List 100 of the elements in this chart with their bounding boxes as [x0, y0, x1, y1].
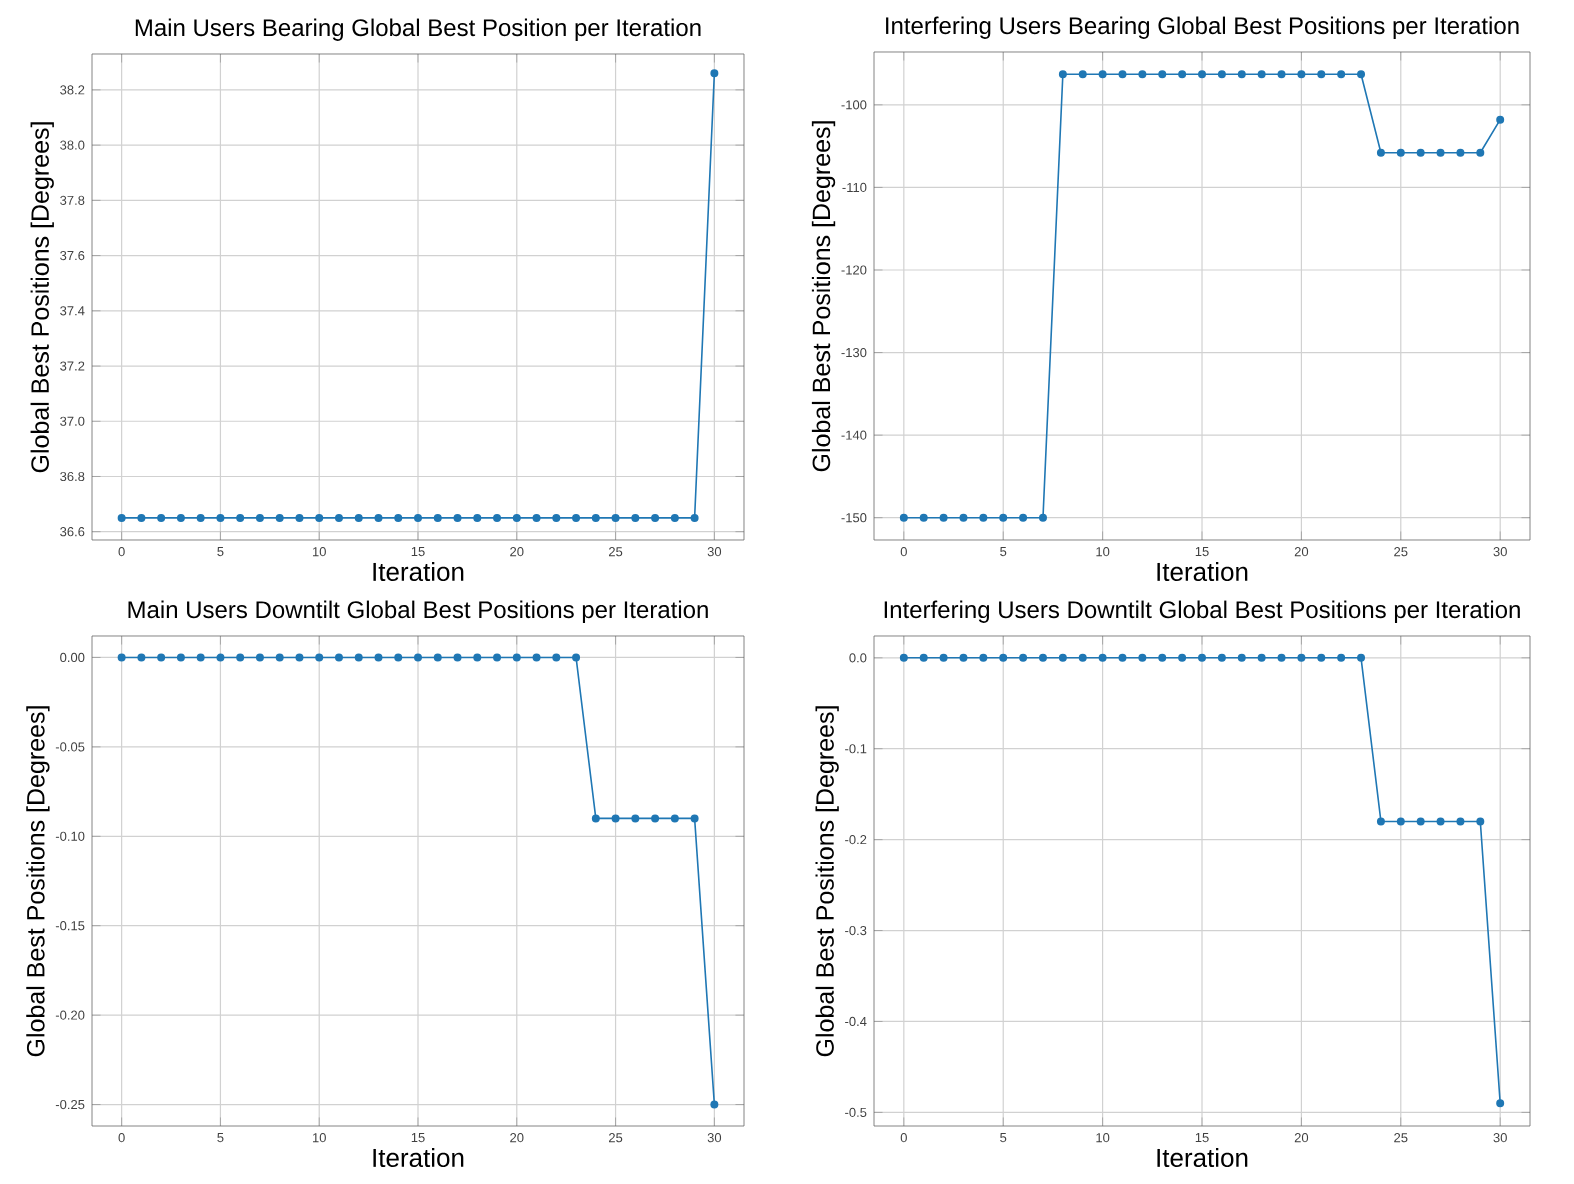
point [1456, 817, 1465, 826]
point [611, 814, 620, 823]
point [334, 653, 343, 662]
point [1337, 653, 1346, 662]
point [999, 653, 1008, 662]
point [1098, 653, 1107, 662]
point [1237, 653, 1246, 662]
point [1376, 148, 1385, 157]
point [117, 653, 126, 662]
point [1019, 513, 1028, 522]
point [1456, 148, 1465, 157]
point [690, 814, 699, 823]
point [552, 653, 561, 662]
point [1257, 70, 1266, 79]
point [1078, 70, 1087, 79]
point [1416, 148, 1425, 157]
point [1178, 653, 1187, 662]
y-axis-title: Global Best Positions [Degrees] [26, 706, 50, 1057]
point [1138, 653, 1147, 662]
chart-title: Interfering Users Downtilt Global Best Positions per Iteration [884, 600, 1520, 623]
x-axis-title: Iteration [373, 561, 464, 582]
point [1118, 653, 1127, 662]
point [295, 653, 304, 662]
point [473, 653, 482, 662]
point [315, 653, 324, 662]
point [1078, 653, 1087, 662]
point [1297, 70, 1306, 79]
point [1376, 817, 1385, 826]
point [999, 513, 1008, 522]
point [374, 653, 383, 662]
point [591, 814, 600, 823]
y-axis-title: Global Best Positions [Degrees] [815, 706, 839, 1057]
point [572, 653, 581, 662]
point [1317, 653, 1326, 662]
point [1058, 653, 1067, 662]
point [710, 1100, 719, 1109]
point [1317, 70, 1326, 79]
point [1396, 148, 1405, 157]
point [275, 653, 284, 662]
point [1217, 70, 1226, 79]
point [631, 814, 640, 823]
point [959, 513, 968, 522]
x-axis-title: Iteration [373, 1147, 464, 1168]
point [236, 653, 245, 662]
point [1178, 70, 1187, 79]
point [1277, 70, 1286, 79]
y-axis-title: Global Best Positions [Degrees] [30, 122, 54, 473]
point [939, 653, 948, 662]
x-axis-title: Iteration [1157, 561, 1248, 582]
point [1237, 70, 1246, 79]
point [196, 653, 205, 662]
point [899, 513, 908, 522]
point [354, 653, 363, 662]
point [939, 513, 948, 522]
point [979, 513, 988, 522]
point [1058, 70, 1067, 79]
point [216, 653, 225, 662]
chart-title: Main Users Bearing Global Best Position per Iteration [135, 18, 701, 41]
point [453, 653, 462, 662]
point [137, 653, 146, 662]
point [1396, 817, 1405, 826]
point [1297, 653, 1306, 662]
point [1198, 70, 1207, 79]
point [919, 653, 928, 662]
point [1019, 653, 1028, 662]
point [532, 653, 541, 662]
point [1038, 653, 1047, 662]
point [1158, 653, 1167, 662]
point [1337, 70, 1346, 79]
point [1038, 513, 1047, 522]
point [1496, 1099, 1505, 1108]
point [1277, 653, 1286, 662]
point [1436, 817, 1445, 826]
point [919, 513, 928, 522]
point [1476, 148, 1485, 157]
point [512, 653, 521, 662]
point [959, 653, 968, 662]
point [433, 653, 442, 662]
chart-title: Interfering Users Bearing Global Best Positions per Iteration [886, 16, 1519, 39]
point [670, 814, 679, 823]
point [157, 653, 166, 662]
point [1118, 70, 1127, 79]
point [1098, 70, 1107, 79]
point [255, 653, 264, 662]
point [1257, 653, 1266, 662]
point [651, 814, 660, 823]
point [414, 653, 423, 662]
chart-title: Main Users Downtilt Global Best Positions per Iteration [128, 600, 708, 623]
point [1476, 817, 1485, 826]
point [1416, 817, 1425, 826]
point [899, 653, 908, 662]
y-axis-title: Global Best Positions [Degrees] [811, 121, 836, 472]
point [1436, 148, 1445, 157]
point [493, 653, 502, 662]
point [1357, 70, 1366, 79]
point [979, 653, 988, 662]
point [394, 653, 403, 662]
point [1217, 653, 1226, 662]
point [176, 653, 185, 662]
point [1357, 653, 1366, 662]
